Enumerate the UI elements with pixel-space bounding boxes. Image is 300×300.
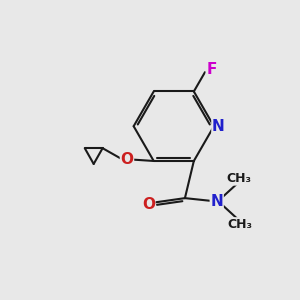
- Text: F: F: [206, 62, 217, 77]
- Text: N: N: [210, 194, 223, 208]
- Text: N: N: [212, 119, 225, 134]
- Text: CH₃: CH₃: [227, 172, 252, 185]
- Text: O: O: [121, 152, 134, 167]
- Text: O: O: [142, 197, 155, 212]
- Text: CH₃: CH₃: [227, 218, 252, 231]
